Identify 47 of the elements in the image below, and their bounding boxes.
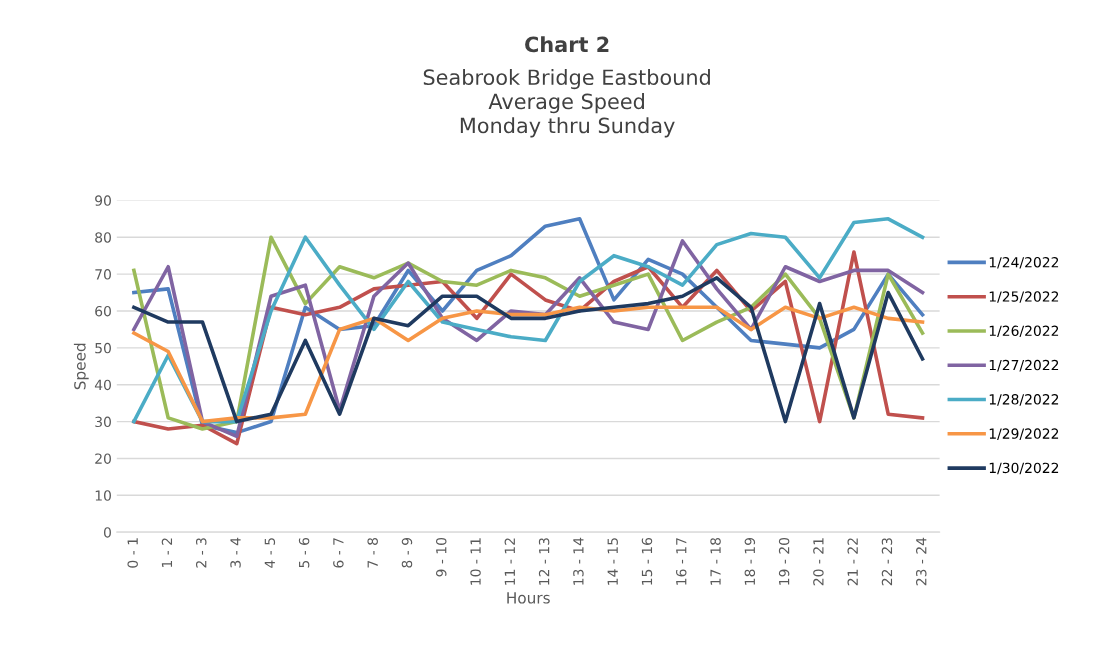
line-series <box>132 275 925 424</box>
y-tick-label: 90 <box>95 195 111 206</box>
x-tick-label: 10 - 11 <box>470 538 481 585</box>
x-tick-label: 6 - 7 <box>333 538 344 568</box>
x-tick-label: 13 - 14 <box>573 537 584 585</box>
x-tick-label: 3 - 4 <box>230 537 241 568</box>
x-tick-label: 0 - 1 <box>127 538 138 568</box>
x-tick-label: 11 - 12 <box>504 538 515 585</box>
x-tick-label: 1 - 2 <box>161 538 173 568</box>
x-tick-label: 2 - 3 <box>196 538 207 568</box>
chart-title: Chart 2 <box>525 36 609 53</box>
x-tick-label: 16 - 17 <box>676 538 687 585</box>
legend-label: 1/27/2022 <box>989 359 1059 372</box>
chart-subtitle: Seabrook Bridge Eastbound Average Speed Monday thru Sunday <box>423 68 710 138</box>
y-tick-label: 50 <box>95 342 111 354</box>
y-tick-label: 20 <box>95 453 111 464</box>
x-tick-label: 7 - 8 <box>367 537 378 568</box>
x-tick-label: 19 - 20 <box>778 537 790 585</box>
line-series <box>132 305 925 424</box>
y-tick-label: 60 <box>95 305 111 317</box>
x-tick-label: 14 - 15 <box>607 538 618 585</box>
x-tick-label: 18 - 19 <box>744 538 756 585</box>
x-tick-label: 12 - 13 <box>538 538 550 585</box>
legend-label: 1/28/2022 <box>989 394 1059 406</box>
x-tick-label: 8 - 9 <box>401 538 413 568</box>
legend-label: 1/25/2022 <box>989 291 1059 303</box>
x-tick-label: 22 - 23 <box>881 538 893 586</box>
x-tick-label: 20 - 21 <box>813 538 824 586</box>
y-tick-label: 40 <box>94 379 111 391</box>
x-tick-label: 23 - 24 <box>916 537 927 586</box>
x-tick-label: 21 - 22 <box>847 538 858 586</box>
y-tick-label: 30 <box>95 416 111 428</box>
x-tick-label: 15 - 16 <box>641 537 653 585</box>
y-tick-label: 80 <box>95 232 111 243</box>
x-tick-label: 17 - 18 <box>710 537 721 585</box>
y-tick-label: 0 <box>103 527 111 538</box>
legend-label: 1/24/2022 <box>989 256 1059 269</box>
legend-label: 1/26/2022 <box>989 325 1059 338</box>
x-tick-label: 9 - 10 <box>436 537 447 577</box>
y-tick-label: 70 <box>95 269 111 280</box>
x-axis-title: Hours <box>507 592 550 604</box>
legend-label: 1/29/2022 <box>989 428 1059 440</box>
x-tick-label: 5 - 6 <box>298 537 310 568</box>
x-tick-label: 4 - 5 <box>264 538 276 568</box>
y-tick-label: 10 <box>95 490 111 501</box>
y-axis-title: Speed <box>73 343 89 390</box>
legend-label: 1/30/2022 <box>989 462 1059 475</box>
